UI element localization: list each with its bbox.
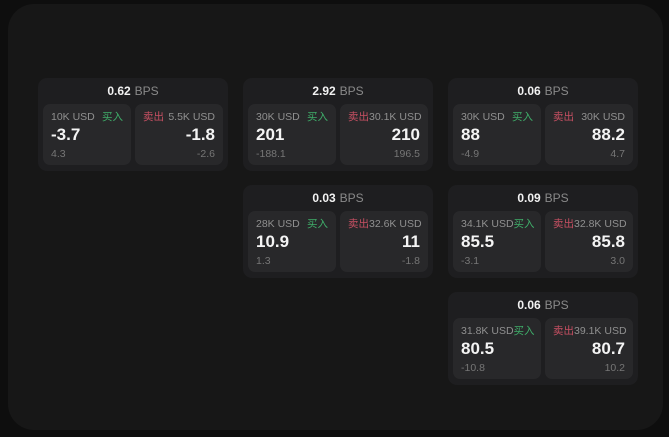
bps-unit-label: BPS	[339, 191, 364, 205]
bps-unit-label: BPS	[339, 84, 364, 98]
buy-delta: -3.1	[461, 255, 480, 267]
bps-value: 2.92	[312, 84, 336, 98]
sell-panel[interactable]: 卖出 30.1K USD 210 196.5	[340, 104, 428, 165]
sell-panel[interactable]: 卖出 5.5K USD -1.8 -2.6	[135, 104, 223, 165]
sell-amount: 30K USD	[581, 111, 625, 123]
bps-header: 0.03 BPS	[243, 185, 433, 211]
buy-price: -3.7	[51, 125, 81, 144]
buy-price: 80.5	[461, 339, 495, 358]
sell-amount: 5.5K USD	[168, 111, 215, 123]
sell-price: 11	[402, 232, 420, 251]
buy-price: 88	[461, 125, 480, 144]
sell-label: 卖出	[348, 111, 369, 123]
bps-value: 0.09	[517, 191, 541, 205]
buy-delta: 1.3	[256, 255, 271, 267]
buy-delta: 4.3	[51, 148, 66, 160]
bps-unit-label: BPS	[134, 84, 159, 98]
buy-amount: 28K USD	[256, 218, 300, 230]
buy-label: 买入	[102, 111, 123, 123]
quote-card: 0.06 BPS 30K USD 买入 88 -4.9 卖出 30K USD	[448, 78, 638, 171]
sell-label: 卖出	[348, 218, 369, 230]
buy-price: 10.9	[256, 232, 290, 251]
buy-amount: 30K USD	[256, 111, 300, 123]
bps-unit-label: BPS	[544, 298, 569, 312]
sell-label: 卖出	[143, 111, 164, 123]
bps-header: 0.06 BPS	[448, 78, 638, 104]
bps-unit-label: BPS	[544, 84, 569, 98]
sell-amount: 32.6K USD	[369, 218, 422, 230]
main-window: 0.62 BPS 10K USD 买入 -3.7 4.3 卖出 5.5K USD	[8, 4, 663, 430]
sell-amount: 30.1K USD	[369, 111, 422, 123]
sell-delta: 3.0	[610, 255, 625, 267]
sell-label: 卖出	[553, 325, 574, 337]
sell-panel[interactable]: 卖出 32.8K USD 85.8 3.0	[545, 211, 633, 272]
buy-price: 201	[256, 125, 285, 144]
bps-unit-label: BPS	[544, 191, 569, 205]
sell-delta: 10.2	[604, 362, 625, 374]
sell-label: 卖出	[553, 218, 574, 230]
buy-amount: 31.8K USD	[461, 325, 514, 337]
sell-price: 88.2	[591, 125, 625, 144]
bps-header: 0.06 BPS	[448, 292, 638, 318]
sell-price: 80.7	[591, 339, 625, 358]
sell-price: 85.8	[591, 232, 625, 251]
quote-card: 0.62 BPS 10K USD 买入 -3.7 4.3 卖出 5.5K USD	[38, 78, 228, 171]
buy-label: 买入	[307, 218, 328, 230]
buy-amount: 10K USD	[51, 111, 95, 123]
sell-price: -1.8	[185, 125, 215, 144]
sell-delta: -2.6	[196, 148, 215, 160]
bps-value: 0.62	[107, 84, 131, 98]
buy-label: 买入	[513, 218, 535, 230]
buy-price: 85.5	[461, 232, 495, 251]
quote-card: 0.03 BPS 28K USD 买入 10.9 1.3 卖出 32.6K US…	[243, 185, 433, 278]
buy-panel[interactable]: 31.8K USD 买入 80.5 -10.8	[453, 318, 541, 379]
buy-delta: -188.1	[256, 148, 286, 160]
buy-panel[interactable]: 30K USD 买入 88 -4.9	[453, 104, 541, 165]
quote-card: 2.92 BPS 30K USD 买入 201 -188.1 卖出 30.1K …	[243, 78, 433, 171]
buy-panel[interactable]: 28K USD 买入 10.9 1.3	[248, 211, 336, 272]
buy-label: 买入	[513, 325, 535, 337]
quote-card: 0.06 BPS 31.8K USD 买入 80.5 -10.8 卖出 39.1…	[448, 292, 638, 385]
sell-delta: 4.7	[610, 148, 625, 160]
buy-amount: 30K USD	[461, 111, 505, 123]
bps-value: 0.03	[312, 191, 336, 205]
sell-panel[interactable]: 卖出 32.6K USD 11 -1.8	[340, 211, 428, 272]
sell-delta: 196.5	[393, 148, 420, 160]
bps-header: 2.92 BPS	[243, 78, 433, 104]
sell-panel[interactable]: 卖出 30K USD 88.2 4.7	[545, 104, 633, 165]
sell-price: 210	[391, 125, 420, 144]
sell-delta: -1.8	[401, 255, 420, 267]
buy-delta: -10.8	[461, 362, 485, 374]
bps-value: 0.06	[517, 298, 541, 312]
sell-label: 卖出	[553, 111, 574, 123]
buy-amount: 34.1K USD	[461, 218, 514, 230]
bps-header: 0.62 BPS	[38, 78, 228, 104]
sell-amount: 39.1K USD	[574, 325, 627, 337]
quote-card: 0.09 BPS 34.1K USD 买入 85.5 -3.1 卖出 32.8K…	[448, 185, 638, 278]
buy-label: 买入	[307, 111, 328, 123]
sell-panel[interactable]: 卖出 39.1K USD 80.7 10.2	[545, 318, 633, 379]
buy-panel[interactable]: 30K USD 买入 201 -188.1	[248, 104, 336, 165]
buy-panel[interactable]: 10K USD 买入 -3.7 4.3	[43, 104, 131, 165]
sell-amount: 32.8K USD	[574, 218, 627, 230]
buy-delta: -4.9	[461, 148, 480, 160]
buy-label: 买入	[512, 111, 533, 123]
bps-header: 0.09 BPS	[448, 185, 638, 211]
bps-value: 0.06	[517, 84, 541, 98]
buy-panel[interactable]: 34.1K USD 买入 85.5 -3.1	[453, 211, 541, 272]
